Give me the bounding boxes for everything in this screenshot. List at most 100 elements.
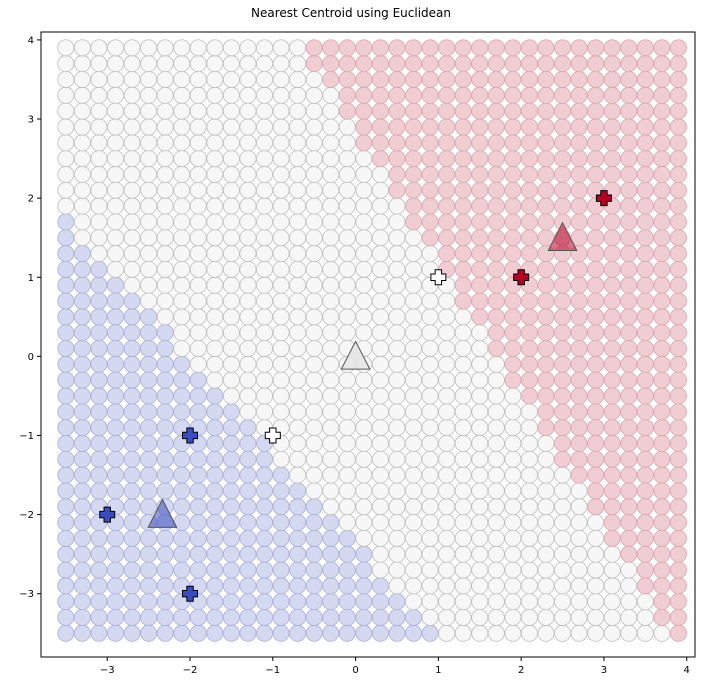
region-point — [140, 387, 158, 405]
region-point — [256, 482, 274, 500]
region-point — [338, 324, 356, 342]
region-point — [504, 308, 522, 326]
region-point — [73, 371, 91, 389]
region-point — [587, 593, 605, 611]
region-point — [587, 245, 605, 263]
region-point — [620, 514, 638, 532]
region-point — [189, 387, 207, 405]
region-point — [620, 593, 638, 611]
region-point — [73, 577, 91, 595]
region-point — [189, 466, 207, 484]
region-point — [421, 434, 439, 452]
region-point — [73, 498, 91, 516]
region-point — [73, 529, 91, 547]
y-tick-label: −2 — [19, 510, 34, 521]
region-point — [156, 371, 174, 389]
region-point — [57, 624, 75, 642]
region-point — [289, 102, 307, 120]
region-point — [371, 498, 389, 516]
region-point — [222, 545, 240, 563]
region-point — [73, 197, 91, 215]
region-point — [123, 39, 141, 57]
region-point — [636, 213, 654, 231]
region-point — [405, 245, 423, 263]
region-point — [355, 150, 373, 168]
region-point — [471, 86, 489, 104]
region-point — [636, 308, 654, 326]
region-point — [90, 450, 108, 468]
region-point — [57, 213, 75, 231]
region-point — [504, 229, 522, 247]
region-point — [587, 529, 605, 547]
region-point — [338, 118, 356, 136]
region-point — [471, 181, 489, 199]
region-point — [454, 355, 472, 373]
region-point — [371, 55, 389, 73]
region-point — [537, 529, 555, 547]
region-point — [603, 213, 621, 231]
region-point — [537, 39, 555, 57]
region-point — [438, 355, 456, 373]
region-point — [206, 308, 224, 326]
region-point — [222, 213, 240, 231]
region-point — [421, 134, 439, 152]
region-point — [471, 102, 489, 120]
region-point — [636, 624, 654, 642]
region-point — [239, 102, 257, 120]
region-point — [206, 276, 224, 294]
region-point — [189, 355, 207, 373]
region-point — [322, 134, 340, 152]
region-point — [603, 55, 621, 73]
region-point — [587, 276, 605, 294]
region-point — [570, 577, 588, 595]
region-point — [305, 545, 323, 563]
region-point — [140, 561, 158, 579]
region-point — [421, 608, 439, 626]
region-point — [487, 482, 505, 500]
region-point — [587, 86, 605, 104]
region-point — [156, 419, 174, 437]
region-point — [504, 466, 522, 484]
region-point — [173, 39, 191, 57]
region-point — [454, 102, 472, 120]
region-point — [421, 118, 439, 136]
region-point — [289, 355, 307, 373]
region-point — [123, 276, 141, 294]
region-point — [156, 55, 174, 73]
region-point — [156, 260, 174, 278]
region-point — [669, 466, 687, 484]
region-point — [636, 292, 654, 310]
region-point — [669, 482, 687, 500]
region-point — [156, 387, 174, 405]
region-point — [405, 593, 423, 611]
region-point — [371, 608, 389, 626]
region-point — [438, 197, 456, 215]
region-point — [471, 355, 489, 373]
region-point — [239, 577, 257, 595]
region-point — [256, 118, 274, 136]
region-point — [537, 308, 555, 326]
region-point — [388, 150, 406, 168]
region-point — [487, 245, 505, 263]
region-point — [90, 529, 108, 547]
region-point — [189, 339, 207, 357]
region-point — [156, 466, 174, 484]
region-point — [156, 593, 174, 611]
region-point — [388, 292, 406, 310]
region-point — [554, 498, 572, 516]
region-point — [471, 324, 489, 342]
region-point — [487, 514, 505, 532]
region-point — [305, 165, 323, 183]
region-point — [620, 355, 638, 373]
region-point — [421, 308, 439, 326]
region-point — [570, 482, 588, 500]
region-point — [305, 324, 323, 342]
region-point — [388, 498, 406, 516]
region-point — [454, 165, 472, 183]
region-point — [520, 608, 538, 626]
region-point — [653, 561, 671, 579]
region-point — [520, 450, 538, 468]
region-point — [405, 434, 423, 452]
region-point — [156, 118, 174, 136]
region-point — [554, 55, 572, 73]
